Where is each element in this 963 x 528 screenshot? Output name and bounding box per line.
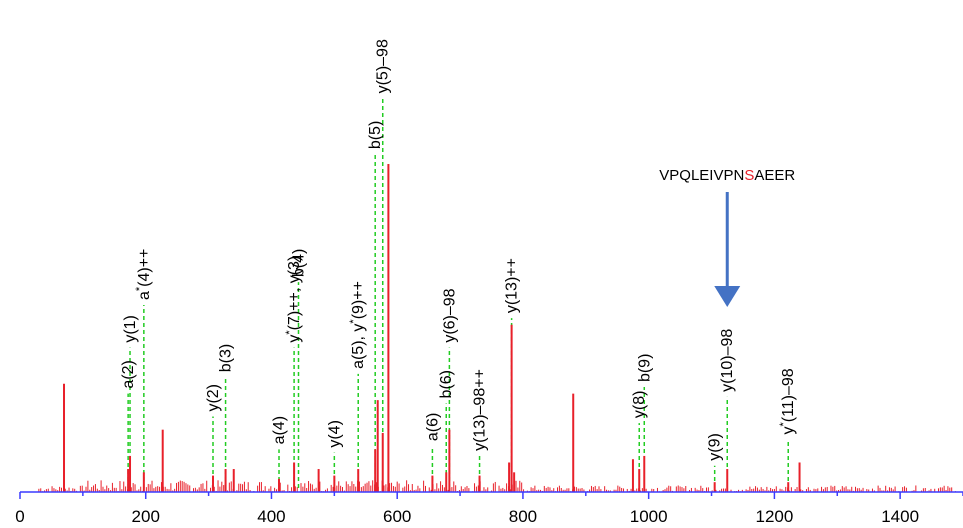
annotation-label: y(13)–98++ (472, 369, 489, 451)
peak-bars (63, 164, 801, 492)
arrow-down-icon (714, 286, 741, 307)
annotation-label: y*(11)–98 (778, 368, 797, 434)
peptide-callout: VPQLEIVPNSAEER (659, 167, 795, 307)
annotation-label: y*(7)++, y(3) (284, 256, 303, 343)
x-tick-label: 600 (383, 507, 411, 526)
annotation-labels: a(2) y(1) a*(4)++ y(2) b(3) a(4) y*(7)++, y(3)… (120, 39, 797, 461)
annotation-label: y(8) (631, 391, 648, 419)
annotation-label: a(2) (120, 360, 137, 388)
peptide-sequence: VPQLEIVPNSAEER (659, 167, 795, 184)
annotation-label: y(13)++ (504, 258, 521, 313)
annotation-label: y(4) (326, 420, 343, 448)
annotation-label: b(6) (438, 370, 455, 398)
annotation-label: a*(4)++ (134, 249, 153, 300)
peptide-prefix: VPQLEIVPN (659, 167, 744, 184)
annotation-label: a(4) (271, 416, 288, 444)
x-tick-label: 400 (257, 507, 285, 526)
annotation-label: y(2) (205, 384, 222, 412)
x-tick-label: 200 (132, 507, 160, 526)
x-tick-label: 1000 (630, 507, 668, 526)
peptide-suffix: AEER (754, 167, 795, 184)
annotation-label: y(5)–98 (375, 39, 392, 93)
annotation-label: b(4) (290, 249, 307, 277)
x-tick-label: 1400 (881, 507, 919, 526)
annotation-label: a(5), y*(9)++ (348, 281, 367, 369)
annotation-label: y(6)–98 (441, 288, 458, 342)
peptide-modified-residue: S (744, 167, 754, 184)
annotation-label: y(1) (122, 315, 139, 343)
annotation-label: b(9) (636, 354, 653, 382)
noise-peaks (38, 480, 956, 492)
annotation-label: y(10)–98 (719, 329, 736, 392)
x-axis: 0 200 400 600 800 1000 1200 1400 (15, 491, 963, 526)
annotation-label: a(6) (424, 413, 441, 441)
x-tick-label: 800 (509, 507, 537, 526)
annotation-label: b(5) (367, 121, 384, 149)
annotation-label: b(3) (218, 344, 235, 372)
annotation-label: y(9) (707, 433, 724, 461)
x-tick-label: 1200 (755, 507, 793, 526)
x-tick-label: 0 (15, 507, 24, 526)
